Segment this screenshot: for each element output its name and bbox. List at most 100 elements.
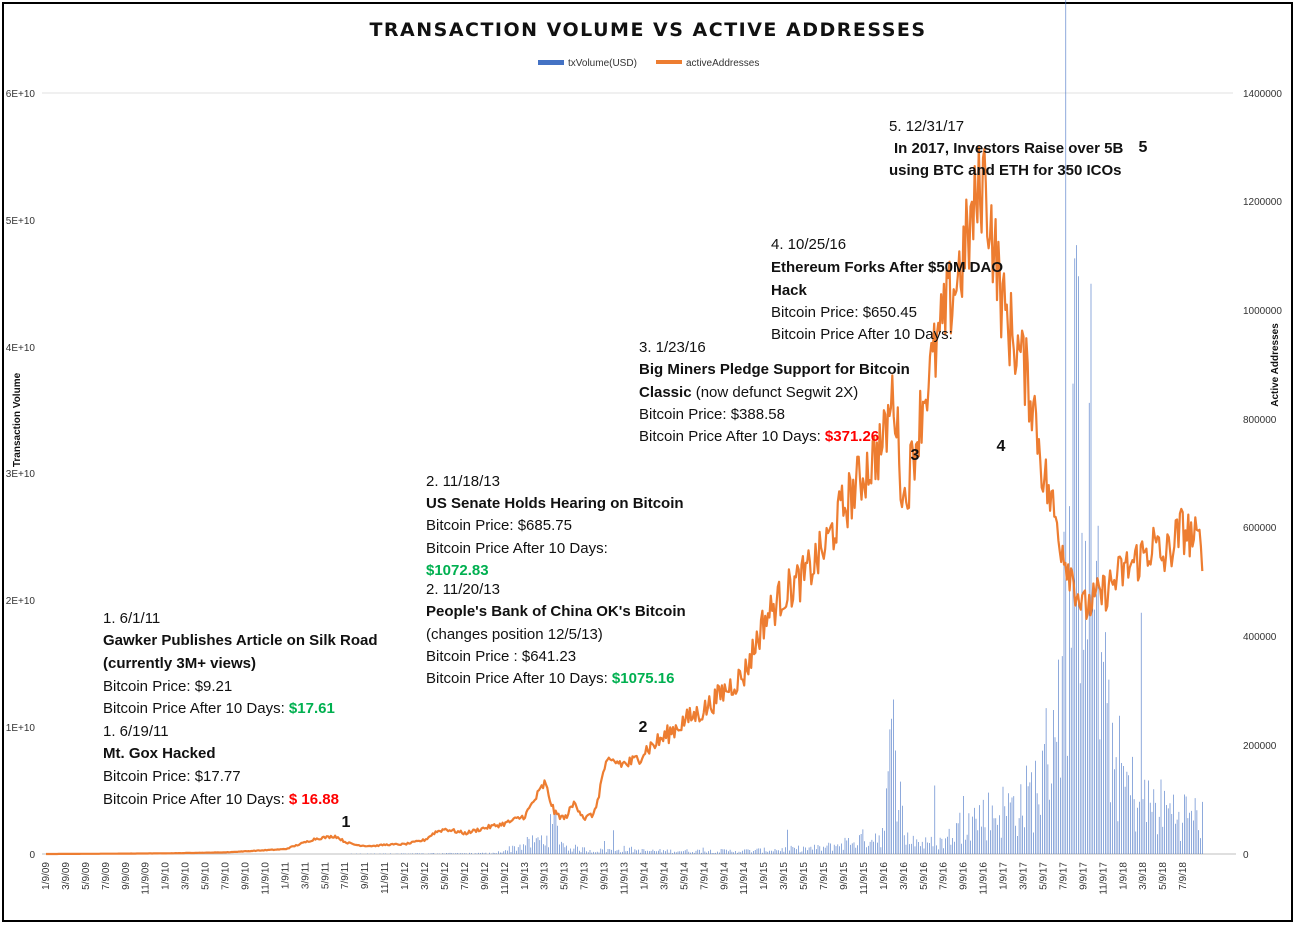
annotation-title-line: Classic (now defunct Segwit 2X)	[639, 384, 858, 401]
annotation-event-5: 5. 12/31/17 In 2017, Investors Raise ove…	[889, 118, 1123, 179]
x-tick-label: 3/9/12	[420, 862, 431, 890]
x-tick-label: 7/9/14	[699, 862, 710, 890]
right-tick: 0	[1243, 850, 1249, 861]
x-tick-label: 11/9/11	[380, 862, 391, 894]
event-marker-1: 1	[342, 814, 351, 831]
x-tick-label: 9/9/12	[480, 862, 491, 890]
annotation-price-after-value: $1075.16	[612, 670, 675, 687]
right-axis: 0 200000 400000 600000 800000 1000000 12…	[1243, 89, 1282, 861]
x-tick-label: 5/9/09	[81, 862, 92, 890]
annotation-note: (now defunct Segwit 2X)	[692, 384, 859, 401]
left-tick: 3E+10	[6, 469, 36, 480]
x-tick-label: 7/9/16	[939, 862, 950, 890]
annotation-date: 1. 6/1/11	[103, 610, 160, 627]
x-tick-label: 1/9/10	[161, 862, 172, 890]
x-tick-label: 7/9/11	[340, 862, 351, 889]
x-tick-label: 1/9/09	[41, 862, 52, 890]
x-tick-label: 9/9/14	[719, 862, 730, 890]
annotation-note: (changes position 12/5/13)	[426, 626, 603, 643]
event-marker-3: 3	[911, 447, 920, 464]
x-tick-label: 9/9/13	[600, 862, 611, 890]
x-tick-label: 11/9/17	[1098, 862, 1109, 895]
x-tick-label: 5/9/13	[560, 862, 571, 890]
annotation-price-after: Bitcoin Price After 10 Days: $17.61	[103, 700, 335, 717]
annotation-title: Hack	[771, 282, 808, 299]
x-tick-label: 3/9/16	[899, 862, 910, 890]
annotation-price: Bitcoin Price: $650.45	[771, 304, 917, 321]
annotation-title: Ethereum Forks After $50M DAO	[771, 259, 1003, 276]
x-tick-label: 1/9/16	[879, 862, 890, 890]
x-tick-label: 1/9/17	[999, 862, 1010, 890]
x-tick-label: 3/9/17	[1019, 862, 1030, 890]
annotation-price: Bitcoin Price: $388.58	[639, 406, 785, 423]
x-tick-label: 9/9/09	[121, 862, 132, 890]
annotation-title: US Senate Holds Hearing on Bitcoin	[426, 495, 684, 512]
annotation-price: Bitcoin Price : $641.23	[426, 648, 576, 665]
annotation-title: People's Bank of China OK's Bitcoin	[426, 603, 686, 620]
annotation-title: In 2017, Investors Raise over 5B	[894, 140, 1123, 157]
annotation-title: Classic	[639, 384, 692, 401]
x-tick-label: 5/9/14	[679, 862, 690, 890]
x-tick-label: 3/9/13	[540, 862, 551, 890]
x-tick-label: 11/9/12	[500, 862, 511, 895]
x-tick-label: 11/9/13	[620, 862, 631, 895]
x-tick-label: 11/9/09	[141, 862, 152, 895]
x-tick-label: 11/9/15	[859, 862, 870, 895]
annotation-date: 5. 12/31/17	[889, 118, 964, 135]
x-tick-label: 9/9/10	[241, 862, 252, 890]
annotation-price-after-label: Bitcoin Price After 10 Days:	[639, 428, 825, 445]
x-tick-label: 7/9/17	[1058, 862, 1069, 890]
right-tick: 1200000	[1243, 197, 1282, 208]
annotation-title: Gawker Publishes Article on Silk Road	[103, 632, 378, 649]
annotation-date: 2. 11/20/13	[426, 581, 500, 598]
txvolume-series	[350, 0, 1203, 854]
right-tick: 600000	[1243, 523, 1277, 534]
left-tick: 2E+10	[6, 596, 36, 607]
x-tick-label: 5/9/10	[201, 862, 212, 890]
annotation-event-1: 1. 6/1/11 Gawker Publishes Article on Si…	[103, 610, 378, 808]
annotation-price-after-label: Bitcoin Price After 10 Days:	[103, 791, 289, 808]
annotation-date: 3. 1/23/16	[639, 339, 706, 356]
right-tick: 200000	[1243, 741, 1277, 752]
x-tick-label: 3/9/10	[181, 862, 192, 890]
right-axis-title: Active Addresses	[1270, 323, 1281, 407]
annotation-price-after-label: Bitcoin Price After 10 Days:	[771, 326, 953, 343]
annotation-price-after-value: $1072.83	[426, 562, 489, 579]
annotation-title: (currently 3M+ views)	[103, 655, 256, 672]
x-tick-label: 1/9/14	[640, 862, 651, 890]
left-tick: 0	[29, 850, 35, 861]
annotation-date: 4. 10/25/16	[771, 236, 846, 253]
x-tick-label: 11/9/16	[979, 862, 990, 895]
annotation-price: Bitcoin Price: $17.77	[103, 768, 241, 785]
annotation-event-2: 2. 11/18/13 US Senate Holds Hearing on B…	[426, 473, 686, 687]
left-tick: 1E+10	[6, 723, 36, 734]
annotation-title: Mt. Gox Hacked	[103, 745, 216, 762]
right-tick: 800000	[1243, 415, 1277, 426]
legend-label-active-addresses: activeAddresses	[686, 58, 759, 69]
left-tick: 4E+10	[6, 343, 36, 354]
annotation-date: 1. 6/19/11	[103, 723, 169, 740]
x-tick-label: 7/9/10	[221, 862, 232, 890]
x-tick-label: 5/9/11	[320, 862, 331, 889]
event-marker-4: 4	[997, 438, 1006, 455]
annotation-price-after-label: Bitcoin Price After 10 Days:	[426, 670, 612, 687]
x-tick-label: 3/9/11	[300, 862, 311, 889]
x-tick-label: 7/9/15	[819, 862, 830, 890]
chart-title: TRANSACTION VOLUME VS ACTIVE ADDRESSES	[369, 19, 926, 41]
x-tick-label: 9/9/11	[360, 862, 371, 889]
legend-swatch-txvolume	[538, 60, 564, 65]
x-tick-label: 5/9/17	[1039, 862, 1050, 890]
annotation-event-4: 4. 10/25/16 Ethereum Forks After $50M DA…	[771, 236, 1003, 343]
right-tick: 1400000	[1243, 89, 1282, 100]
x-tick-label: 9/9/17	[1078, 862, 1089, 890]
annotation-price-after-value: $371.26	[825, 428, 879, 445]
x-tick-label: 11/9/10	[260, 862, 271, 895]
annotation-price-after-value: $17.61	[289, 700, 335, 717]
x-tick-label: 3/9/15	[779, 862, 790, 890]
x-tick-label: 1/9/13	[520, 862, 531, 890]
left-tick: 5E+10	[6, 216, 36, 227]
x-tick-label: 5/9/12	[440, 862, 451, 890]
x-tick-label: 3/9/14	[659, 862, 670, 890]
x-tick-label: 3/9/18	[1138, 862, 1149, 890]
